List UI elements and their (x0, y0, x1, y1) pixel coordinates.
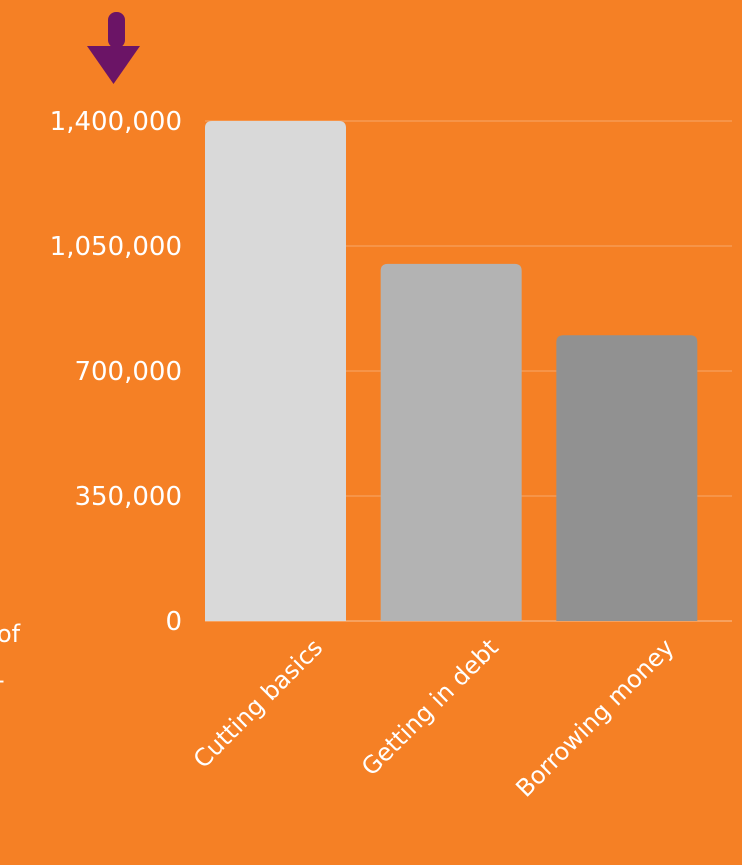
y-tick-label: 350,000 (74, 482, 182, 512)
bar-borrowing-money (556, 335, 698, 621)
y-tick-label: 1,050,000 (50, 232, 182, 262)
x-category-label: Borrowing money (510, 633, 679, 802)
bar-cutting-basics (205, 121, 346, 621)
down-arrow-icon (87, 12, 140, 84)
x-category-label: Getting in debt (356, 633, 504, 781)
bar-getting-in-debt (380, 263, 522, 621)
y-tick-label: 1,400,000 (50, 107, 182, 137)
y-tick-label: 0 (165, 607, 182, 637)
y-axis-tick-labels: 0 350,000 700,000 1,050,000 1,400,000 (50, 107, 182, 637)
x-category-label: Cutting basics (188, 633, 328, 773)
y-tick-label: 700,000 (74, 357, 182, 387)
left-edge-text-line-2: - (0, 666, 5, 694)
bars (205, 121, 698, 621)
left-edge-text-line-1: of (0, 620, 21, 648)
x-axis-category-labels: Cutting basics Getting in debt Borrowing m… (188, 633, 680, 802)
